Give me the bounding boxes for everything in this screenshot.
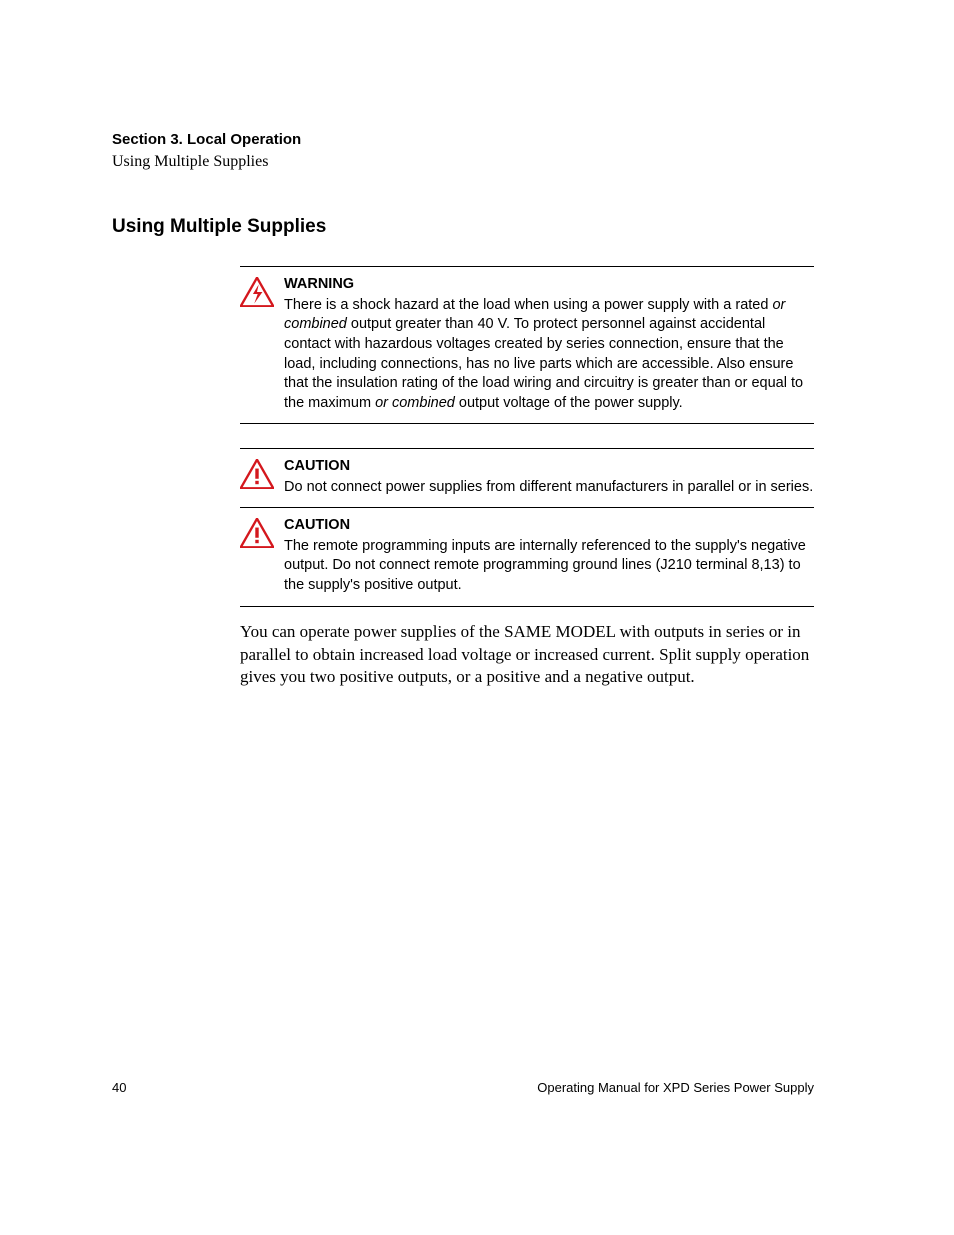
warning-em2: or combined [375,395,455,411]
page: Section 3. Local Operation Using Multipl… [0,0,954,1235]
footer-doc-title: Operating Manual for XPD Series Power Su… [537,1080,814,1095]
caution-2-title: CAUTION [284,516,814,536]
warning-title: WARNING [284,275,814,295]
caution-icon [240,457,284,489]
caution-2-body: The remote programming inputs are intern… [284,538,806,593]
page-title: Using Multiple Supplies [112,216,814,238]
body-paragraph: You can operate power supplies of the SA… [240,621,814,690]
admonitions: WARNING There is a shock hazard at the l… [240,266,814,606]
caution-block-2: CAUTION The remote programming inputs ar… [240,508,814,606]
warning-block: WARNING There is a shock hazard at the l… [240,266,814,424]
caution-group: CAUTION Do not connect power supplies fr… [240,448,814,606]
warning-body-post: output voltage of the power supply. [455,395,683,411]
page-footer: 40 Operating Manual for XPD Series Power… [112,1080,814,1095]
shock-hazard-icon [240,275,284,307]
caution-icon [240,516,284,548]
caution-1-text: CAUTION Do not connect power supplies fr… [284,457,814,497]
caution-2-text: CAUTION The remote programming inputs ar… [284,516,814,595]
warning-body-pre: There is a shock hazard at the load when… [284,297,772,313]
warning-text: WARNING There is a shock hazard at the l… [284,275,814,413]
caution-1-title: CAUTION [284,457,814,477]
page-number: 40 [112,1080,126,1095]
caution-block-1: CAUTION Do not connect power supplies fr… [240,448,814,508]
caution-1-body: Do not connect power supplies from diffe… [284,479,813,495]
breadcrumb-subsection: Using Multiple Supplies [112,152,814,173]
breadcrumb-section: Section 3. Local Operation [112,130,814,150]
